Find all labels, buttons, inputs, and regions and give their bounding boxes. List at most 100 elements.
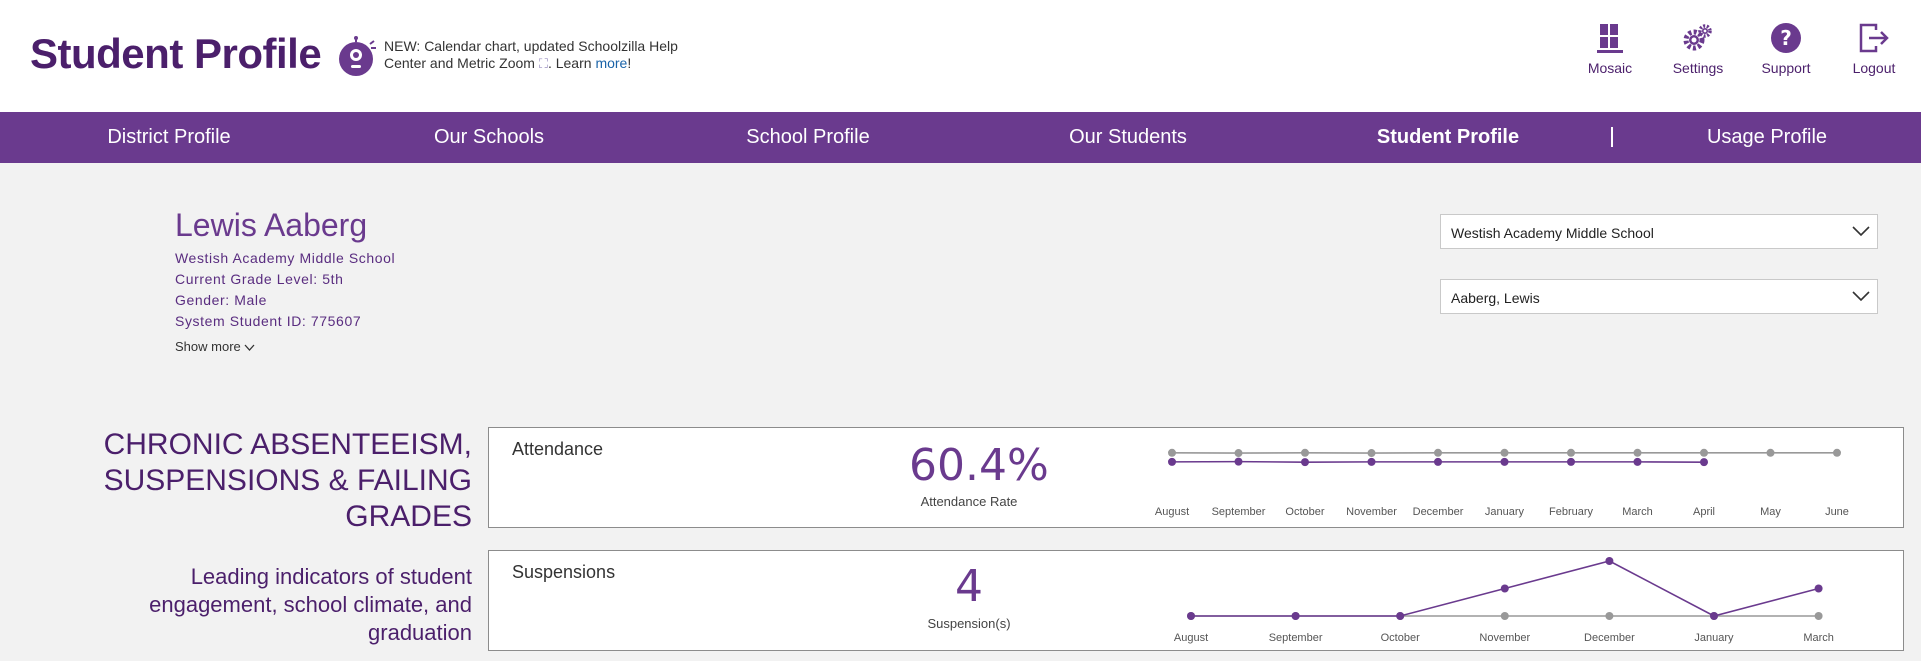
data-point[interactable] bbox=[1396, 612, 1405, 620]
nav-divider bbox=[1611, 127, 1613, 147]
tab-usage-profile[interactable]: Usage Profile bbox=[1706, 126, 1828, 148]
data-point[interactable] bbox=[1434, 448, 1442, 457]
attendance-card[interactable]: Attendance 60.4% Attendance Rate August S… bbox=[488, 427, 1904, 528]
announcement-text: NEW: Calendar chart, updated Schoolzilla… bbox=[384, 38, 704, 72]
school-select[interactable]: Westish Academy Middle School bbox=[1440, 214, 1878, 249]
attendance-chart: August September October November December Ja… bbox=[1155, 448, 1849, 518]
section-subtitle-line: graduation bbox=[368, 620, 472, 645]
section-subtitle-line: engagement, school climate, and bbox=[149, 592, 472, 617]
tab-our-schools[interactable]: Our Schools bbox=[433, 126, 545, 148]
question-icon: ? bbox=[1771, 23, 1801, 53]
announcement-message: NEW: Calendar chart, updated Schoolzilla… bbox=[384, 38, 678, 71]
data-point[interactable] bbox=[1301, 448, 1309, 457]
data-point[interactable] bbox=[1187, 612, 1195, 620]
data-point[interactable] bbox=[1500, 448, 1509, 457]
section-title: CHRONIC ABSENTEEISM, SUSPENSIONS & FAILI… bbox=[52, 427, 472, 535]
learn-more-link[interactable]: more bbox=[595, 55, 628, 71]
tab-our-students[interactable]: Our Students bbox=[1069, 126, 1187, 148]
suspensions-card[interactable]: Suspensions 4 Suspension(s) August Septem… bbox=[488, 550, 1904, 651]
attendance-rate-value: 60.4% bbox=[909, 440, 1049, 491]
data-point[interactable] bbox=[1434, 457, 1442, 466]
settings-button[interactable]: Settings bbox=[1658, 22, 1738, 76]
tick-label: October bbox=[1381, 632, 1420, 644]
tick-label: September bbox=[1269, 632, 1323, 644]
student-grade: Current Grade Level: 5th bbox=[175, 271, 344, 287]
mosaic-label: Mosaic bbox=[1587, 60, 1633, 76]
suspensions-value: 4 bbox=[955, 561, 983, 612]
tick-label: December bbox=[1413, 506, 1464, 518]
school-select-value: Westish Academy Middle School bbox=[1451, 225, 1654, 241]
data-point[interactable] bbox=[1633, 448, 1642, 457]
section-title-line: CHRONIC ABSENTEEISM, bbox=[103, 428, 472, 461]
suspensions-chart: August September October November December Ja… bbox=[1174, 557, 1834, 644]
tick-label: August bbox=[1155, 506, 1189, 518]
attendance-title: Attendance bbox=[512, 439, 604, 459]
chevron-down-icon bbox=[1852, 291, 1870, 302]
data-point[interactable] bbox=[1833, 448, 1841, 457]
data-point[interactable] bbox=[1168, 457, 1176, 466]
app-title: Student Profile bbox=[30, 30, 322, 77]
tick-label: September bbox=[1212, 506, 1266, 518]
gear-icon bbox=[1683, 24, 1712, 51]
tick-label: April bbox=[1693, 506, 1715, 518]
student-school: Westish Academy Middle School bbox=[175, 250, 396, 266]
data-point[interactable] bbox=[1605, 557, 1614, 565]
data-point[interactable] bbox=[1500, 457, 1509, 466]
suspensions-title: Suspensions bbox=[512, 562, 616, 582]
announcement-learn: . Learn bbox=[547, 55, 596, 71]
data-point[interactable] bbox=[1367, 449, 1376, 458]
announcement-end: ! bbox=[627, 55, 632, 71]
tick-label: August bbox=[1174, 632, 1208, 644]
data-point[interactable] bbox=[1168, 448, 1176, 457]
svg-text:?: ? bbox=[1780, 26, 1792, 50]
tick-label: June bbox=[1825, 506, 1849, 518]
tick-label: February bbox=[1549, 506, 1594, 518]
data-point[interactable] bbox=[1234, 449, 1243, 458]
metric-zoom-icon: ⛶ bbox=[538, 56, 548, 71]
data-point[interactable] bbox=[1700, 448, 1708, 457]
mosaic-button[interactable]: Mosaic bbox=[1570, 22, 1650, 76]
section-subtitle-line: Leading indicators of student bbox=[190, 564, 472, 589]
student-name: Lewis Aaberg bbox=[175, 207, 368, 243]
announcement-robot-icon[interactable] bbox=[337, 36, 377, 78]
show-more-toggle[interactable]: Show more bbox=[175, 339, 255, 354]
tick-label: January bbox=[1694, 632, 1734, 644]
logout-icon bbox=[1859, 23, 1889, 53]
section-subtitle: Leading indicators of student engagement… bbox=[132, 563, 472, 647]
student-gender: Gender: Male bbox=[175, 292, 268, 308]
tick-label: November bbox=[1479, 632, 1530, 644]
student-system-id: System Student ID: 775607 bbox=[175, 313, 362, 329]
tab-school-profile[interactable]: School Profile bbox=[746, 126, 870, 148]
data-point[interactable] bbox=[1234, 457, 1243, 466]
logout-label: Logout bbox=[1852, 60, 1896, 76]
support-button[interactable]: ? Support bbox=[1746, 22, 1826, 76]
data-point[interactable] bbox=[1814, 584, 1823, 593]
section-title-line: SUSPENSIONS & FAILING bbox=[103, 464, 472, 497]
student-select-value: Aaberg, Lewis bbox=[1451, 290, 1540, 306]
main-nav: District Profile Our Schools School Prof… bbox=[0, 112, 1921, 163]
tick-label: November bbox=[1346, 506, 1397, 518]
section-title-line: GRADES bbox=[345, 500, 472, 533]
data-point[interactable] bbox=[1633, 457, 1642, 466]
data-point[interactable] bbox=[1710, 612, 1718, 620]
data-point[interactable] bbox=[1700, 458, 1708, 467]
data-point[interactable] bbox=[1766, 448, 1775, 457]
chevron-down-icon bbox=[244, 344, 255, 351]
data-point[interactable] bbox=[1367, 457, 1376, 466]
chevron-down-icon bbox=[1852, 226, 1870, 237]
data-point[interactable] bbox=[1500, 612, 1509, 620]
tab-district-profile[interactable]: District Profile bbox=[107, 126, 231, 148]
logout-button[interactable]: Logout bbox=[1834, 22, 1914, 76]
data-point[interactable] bbox=[1567, 448, 1575, 457]
suspensions-label: Suspension(s) bbox=[927, 616, 1011, 631]
data-point[interactable] bbox=[1291, 612, 1300, 620]
tab-student-profile[interactable]: Student Profile bbox=[1376, 126, 1520, 148]
data-point[interactable] bbox=[1814, 612, 1823, 620]
tick-label: March bbox=[1622, 506, 1653, 518]
student-select[interactable]: Aaberg, Lewis bbox=[1440, 279, 1878, 314]
data-point[interactable] bbox=[1567, 457, 1575, 466]
attendance-rate-label: Attendance Rate bbox=[920, 494, 1018, 509]
data-point[interactable] bbox=[1605, 612, 1614, 620]
data-point[interactable] bbox=[1500, 584, 1509, 593]
data-point[interactable] bbox=[1301, 458, 1309, 467]
